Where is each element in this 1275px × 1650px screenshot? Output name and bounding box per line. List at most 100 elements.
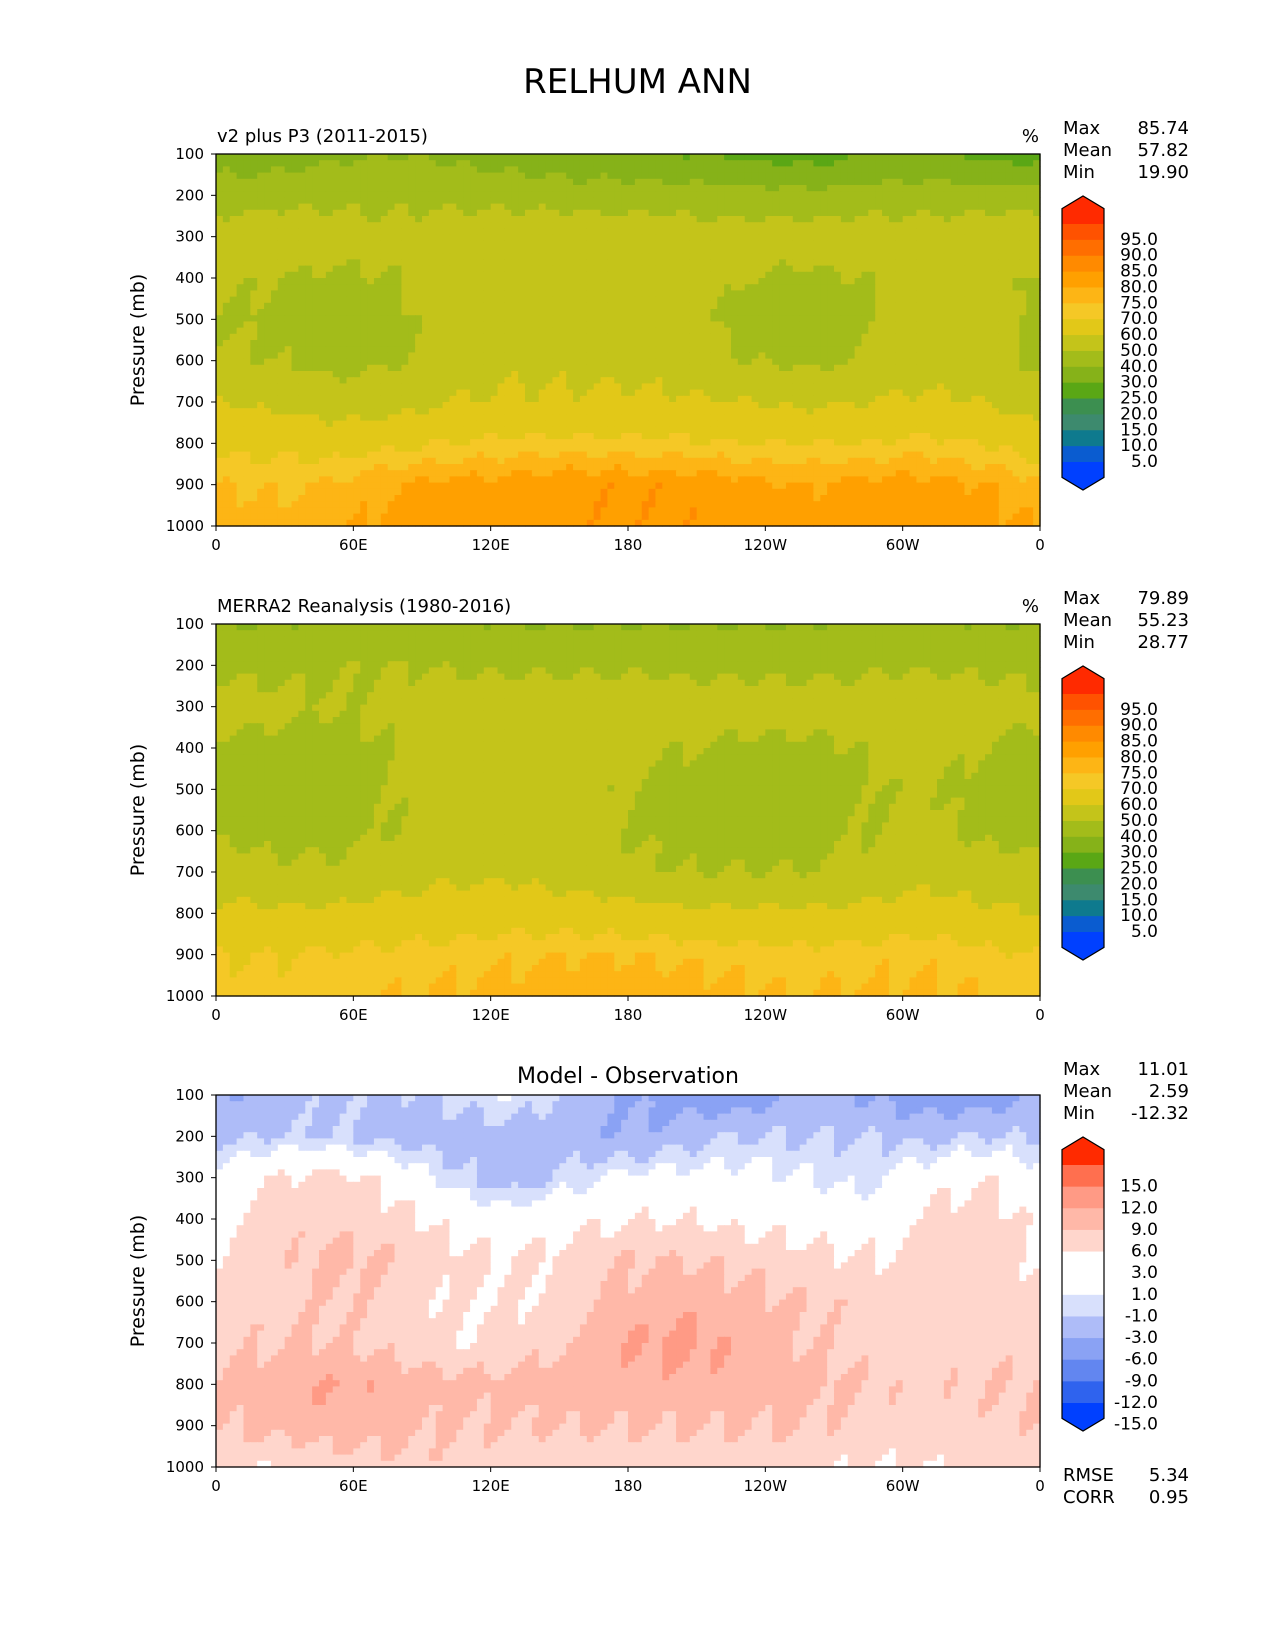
field-cell (950, 358, 959, 366)
field-cell (545, 395, 554, 403)
field-cell (483, 253, 492, 260)
field-cell (991, 309, 1000, 316)
field-cell (593, 197, 602, 205)
field-cell (264, 371, 272, 378)
field-cell (229, 240, 238, 248)
field-cell (655, 395, 663, 403)
field-cell (284, 247, 293, 254)
field-cell (744, 371, 753, 378)
field-cell (579, 203, 588, 211)
field-cell (916, 321, 924, 329)
field-cell (353, 364, 361, 372)
field-cell (449, 222, 457, 229)
field-cell (682, 160, 691, 167)
field-cell (772, 358, 780, 366)
field-cell (854, 371, 863, 378)
field-cell (820, 402, 828, 409)
field-cell (415, 371, 423, 378)
field-cell (861, 265, 869, 273)
field-cell (888, 216, 897, 223)
field-cell (346, 346, 354, 353)
field-cell (998, 340, 1007, 347)
field-cell (579, 327, 588, 335)
field-cell (511, 371, 519, 378)
field-cell (339, 352, 348, 360)
field-cell (538, 228, 547, 236)
field-cell (676, 271, 684, 279)
field-cell (991, 271, 1000, 279)
field-cell (607, 352, 615, 360)
field-cell (1005, 178, 1014, 186)
field-cell (229, 340, 238, 347)
field-cell (792, 364, 801, 372)
field-cell (250, 278, 258, 285)
field-cell (449, 178, 457, 186)
field-cell (689, 185, 698, 192)
field-cell (511, 321, 519, 329)
field-cell (875, 358, 883, 366)
field-cell (964, 377, 972, 384)
field-cell (813, 234, 821, 242)
field-cell (497, 395, 505, 403)
field-cell (806, 358, 814, 366)
field-cell (586, 284, 595, 291)
field-cell (298, 352, 306, 360)
field-cell (1033, 346, 1041, 353)
field-cell (888, 154, 897, 161)
field-cell (799, 346, 808, 353)
field-cell (737, 290, 746, 298)
field-cell (216, 154, 224, 161)
field-cell (525, 265, 533, 273)
field-cell (456, 185, 464, 192)
field-cell (703, 340, 711, 347)
field-cell (298, 197, 306, 205)
field-cell (888, 364, 897, 372)
field-cell (579, 209, 588, 217)
field-cell (621, 278, 629, 285)
field-cell (531, 395, 540, 403)
field-cell (895, 278, 904, 285)
field-cell (964, 383, 972, 391)
field-cell (731, 352, 739, 360)
field-cell (710, 333, 718, 341)
field-cell (257, 222, 265, 229)
field-cell (710, 290, 718, 298)
field-cell (264, 296, 272, 304)
field-cell (676, 228, 684, 236)
field-cell (621, 327, 629, 335)
field-cell (339, 358, 348, 366)
field-cell (930, 191, 938, 198)
field-cell (854, 271, 863, 279)
field-cell (250, 185, 258, 192)
field-cell (916, 154, 924, 161)
field-cell (847, 346, 856, 353)
field-cell (229, 203, 238, 211)
field-cell (538, 172, 547, 180)
field-cell (930, 203, 938, 211)
field-cell (586, 234, 595, 242)
field-cell (415, 185, 423, 192)
field-cell (779, 284, 787, 291)
field-cell (923, 340, 931, 347)
field-cell (476, 340, 485, 347)
field-cell (847, 172, 856, 180)
field-cell (236, 315, 245, 322)
field-cell (312, 333, 320, 341)
field-cell (250, 352, 258, 360)
field-cell (641, 371, 650, 378)
field-cell (834, 284, 842, 291)
field-cell (593, 265, 602, 273)
field-cell (586, 166, 595, 174)
field-cell (717, 352, 725, 360)
field-cell (476, 383, 485, 391)
field-cell (1012, 389, 1020, 397)
field-cell (888, 321, 897, 329)
field-cell (236, 209, 245, 217)
field-cell (621, 172, 629, 180)
field-cell (689, 290, 698, 298)
field-cell (325, 154, 334, 161)
field-cell (456, 191, 464, 198)
field-cell (579, 333, 588, 341)
field-cell (559, 271, 567, 279)
field-cell (758, 271, 766, 279)
